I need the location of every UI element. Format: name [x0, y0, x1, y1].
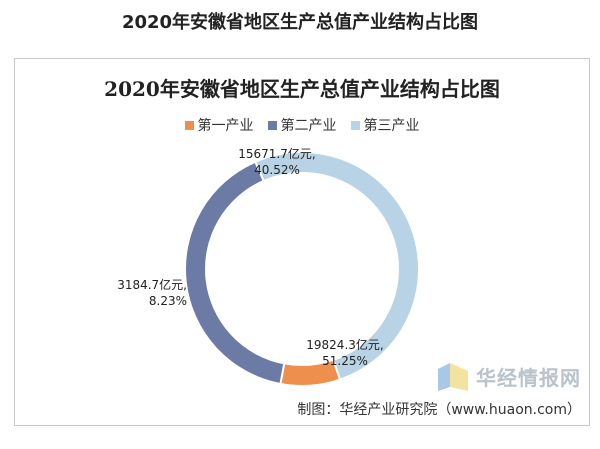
- watermark: 华经情报网: [436, 361, 581, 391]
- legend: 第一产业 第二产业 第三产业: [15, 115, 589, 135]
- legend-label-tertiary: 第三产业: [363, 118, 420, 134]
- donut-slice-tertiary: [254, 151, 420, 381]
- data-label-primary: 3184.7亿元, 8.23%: [117, 277, 187, 308]
- legend-item-secondary: 第二产业: [267, 115, 337, 135]
- legend-item-primary: 第一产业: [184, 115, 254, 135]
- chart-title: 2020年安徽省地区生产总值产业结构占比图: [104, 77, 500, 101]
- data-label-secondary: 15671.7亿元, 40.52%: [238, 146, 315, 177]
- data-label-tertiary: 19824.3亿元, 51.25%: [306, 337, 383, 368]
- source-note: 制图：华经产业研究院（www.huaon.com）: [297, 402, 581, 418]
- legend-label-secondary: 第二产业: [280, 118, 337, 134]
- donut-chart: 3184.7亿元, 8.23% 15671.7亿元, 40.52% 19824.3亿元,…: [117, 146, 420, 387]
- watermark-text: 华经情报网: [476, 365, 581, 390]
- legend-swatch-tertiary: [350, 120, 360, 130]
- legend-swatch-primary: [184, 120, 194, 130]
- legend-label-primary: 第一产业: [197, 118, 254, 134]
- legend-swatch-secondary: [267, 120, 277, 130]
- page-title: 2020年安徽省地区生产总值产业结构占比图: [121, 12, 479, 33]
- legend-item-tertiary: 第三产业: [350, 115, 420, 135]
- donut-slice-secondary: [184, 160, 286, 386]
- huaon-logo-icon: [438, 363, 468, 391]
- chart-frame: 2020年安徽省地区生产总值产业结构占比图 第一产业 第二产业 第三产业 318…: [14, 58, 590, 426]
